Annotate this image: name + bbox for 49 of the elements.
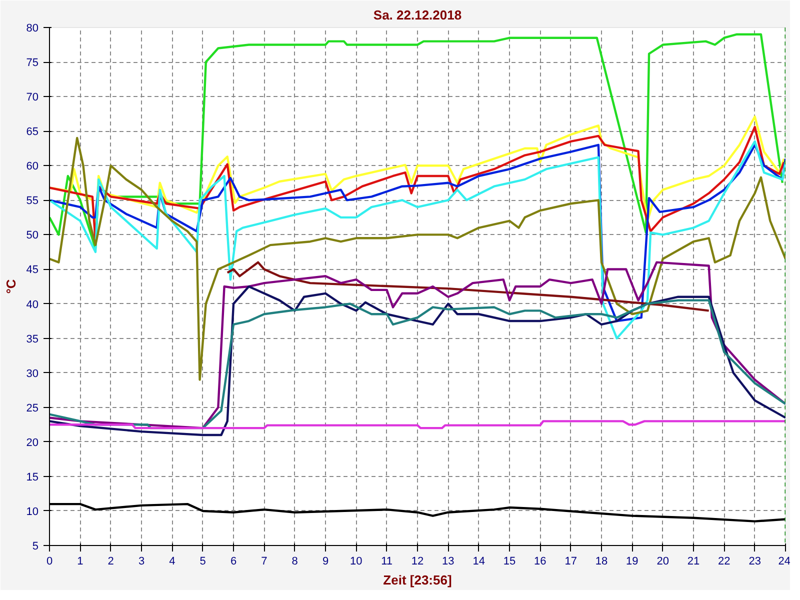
x-tick-label: 13 bbox=[442, 556, 454, 568]
x-tick-label: 10 bbox=[350, 556, 362, 568]
x-tick-label: 18 bbox=[595, 556, 608, 568]
y-tick-label: 5 bbox=[32, 540, 39, 552]
y-tick-label: 10 bbox=[26, 506, 39, 518]
line-series bbox=[226, 261, 710, 312]
y-tick-label: 30 bbox=[26, 368, 39, 380]
x-tick-label: 24 bbox=[778, 556, 791, 568]
y-tick-label: 60 bbox=[26, 160, 39, 173]
x-tick-label: 23 bbox=[748, 556, 761, 568]
x-tick-label: 9 bbox=[322, 556, 329, 568]
line-series bbox=[50, 136, 786, 381]
y-tick-label: 55 bbox=[26, 195, 39, 208]
line-series bbox=[50, 420, 786, 430]
y-tick-label: 65 bbox=[26, 126, 39, 138]
y-tick-label: 40 bbox=[26, 298, 39, 311]
x-tick-label: 12 bbox=[411, 556, 424, 568]
x-tick-label: 7 bbox=[261, 556, 268, 568]
y-tick-label: 20 bbox=[26, 436, 39, 449]
line-series bbox=[50, 33, 784, 250]
y-tick-label: 15 bbox=[26, 471, 39, 484]
x-tick-label: 19 bbox=[626, 556, 638, 568]
x-tick-label: 14 bbox=[472, 556, 485, 568]
y-tick-label: 75 bbox=[26, 57, 39, 70]
x-tick-label: 1 bbox=[77, 556, 84, 568]
y-tick-label: 70 bbox=[26, 92, 39, 104]
x-tick-label: 8 bbox=[292, 556, 298, 568]
y-tick-label: 45 bbox=[26, 264, 39, 276]
x-tick-label: 11 bbox=[381, 556, 393, 568]
y-tick-label: 50 bbox=[26, 230, 39, 242]
chart-title: Sa. 22.12.2018 bbox=[373, 8, 462, 22]
x-tick-label: 17 bbox=[564, 556, 577, 568]
y-tick-label: 35 bbox=[26, 333, 39, 346]
x-tick-label: 0 bbox=[46, 556, 53, 568]
x-tick-label: 6 bbox=[230, 556, 237, 568]
y-axis-title: °C bbox=[3, 278, 18, 294]
y-tick-label: 25 bbox=[26, 402, 39, 414]
x-axis-title: Zeit [23:56] bbox=[383, 572, 452, 588]
x-tick-label: 2 bbox=[108, 556, 114, 568]
x-tick-label: 16 bbox=[534, 556, 546, 568]
x-tick-label: 4 bbox=[169, 556, 176, 568]
x-tick-label: 5 bbox=[200, 556, 206, 568]
line-series bbox=[50, 261, 786, 430]
y-tick-label: 80 bbox=[26, 22, 39, 34]
x-tick-label: 20 bbox=[656, 556, 669, 568]
x-tick-label: 22 bbox=[718, 556, 730, 568]
x-tick-label: 21 bbox=[687, 556, 700, 568]
x-tick-label: 15 bbox=[503, 556, 516, 568]
x-tick-label: 3 bbox=[138, 556, 145, 568]
